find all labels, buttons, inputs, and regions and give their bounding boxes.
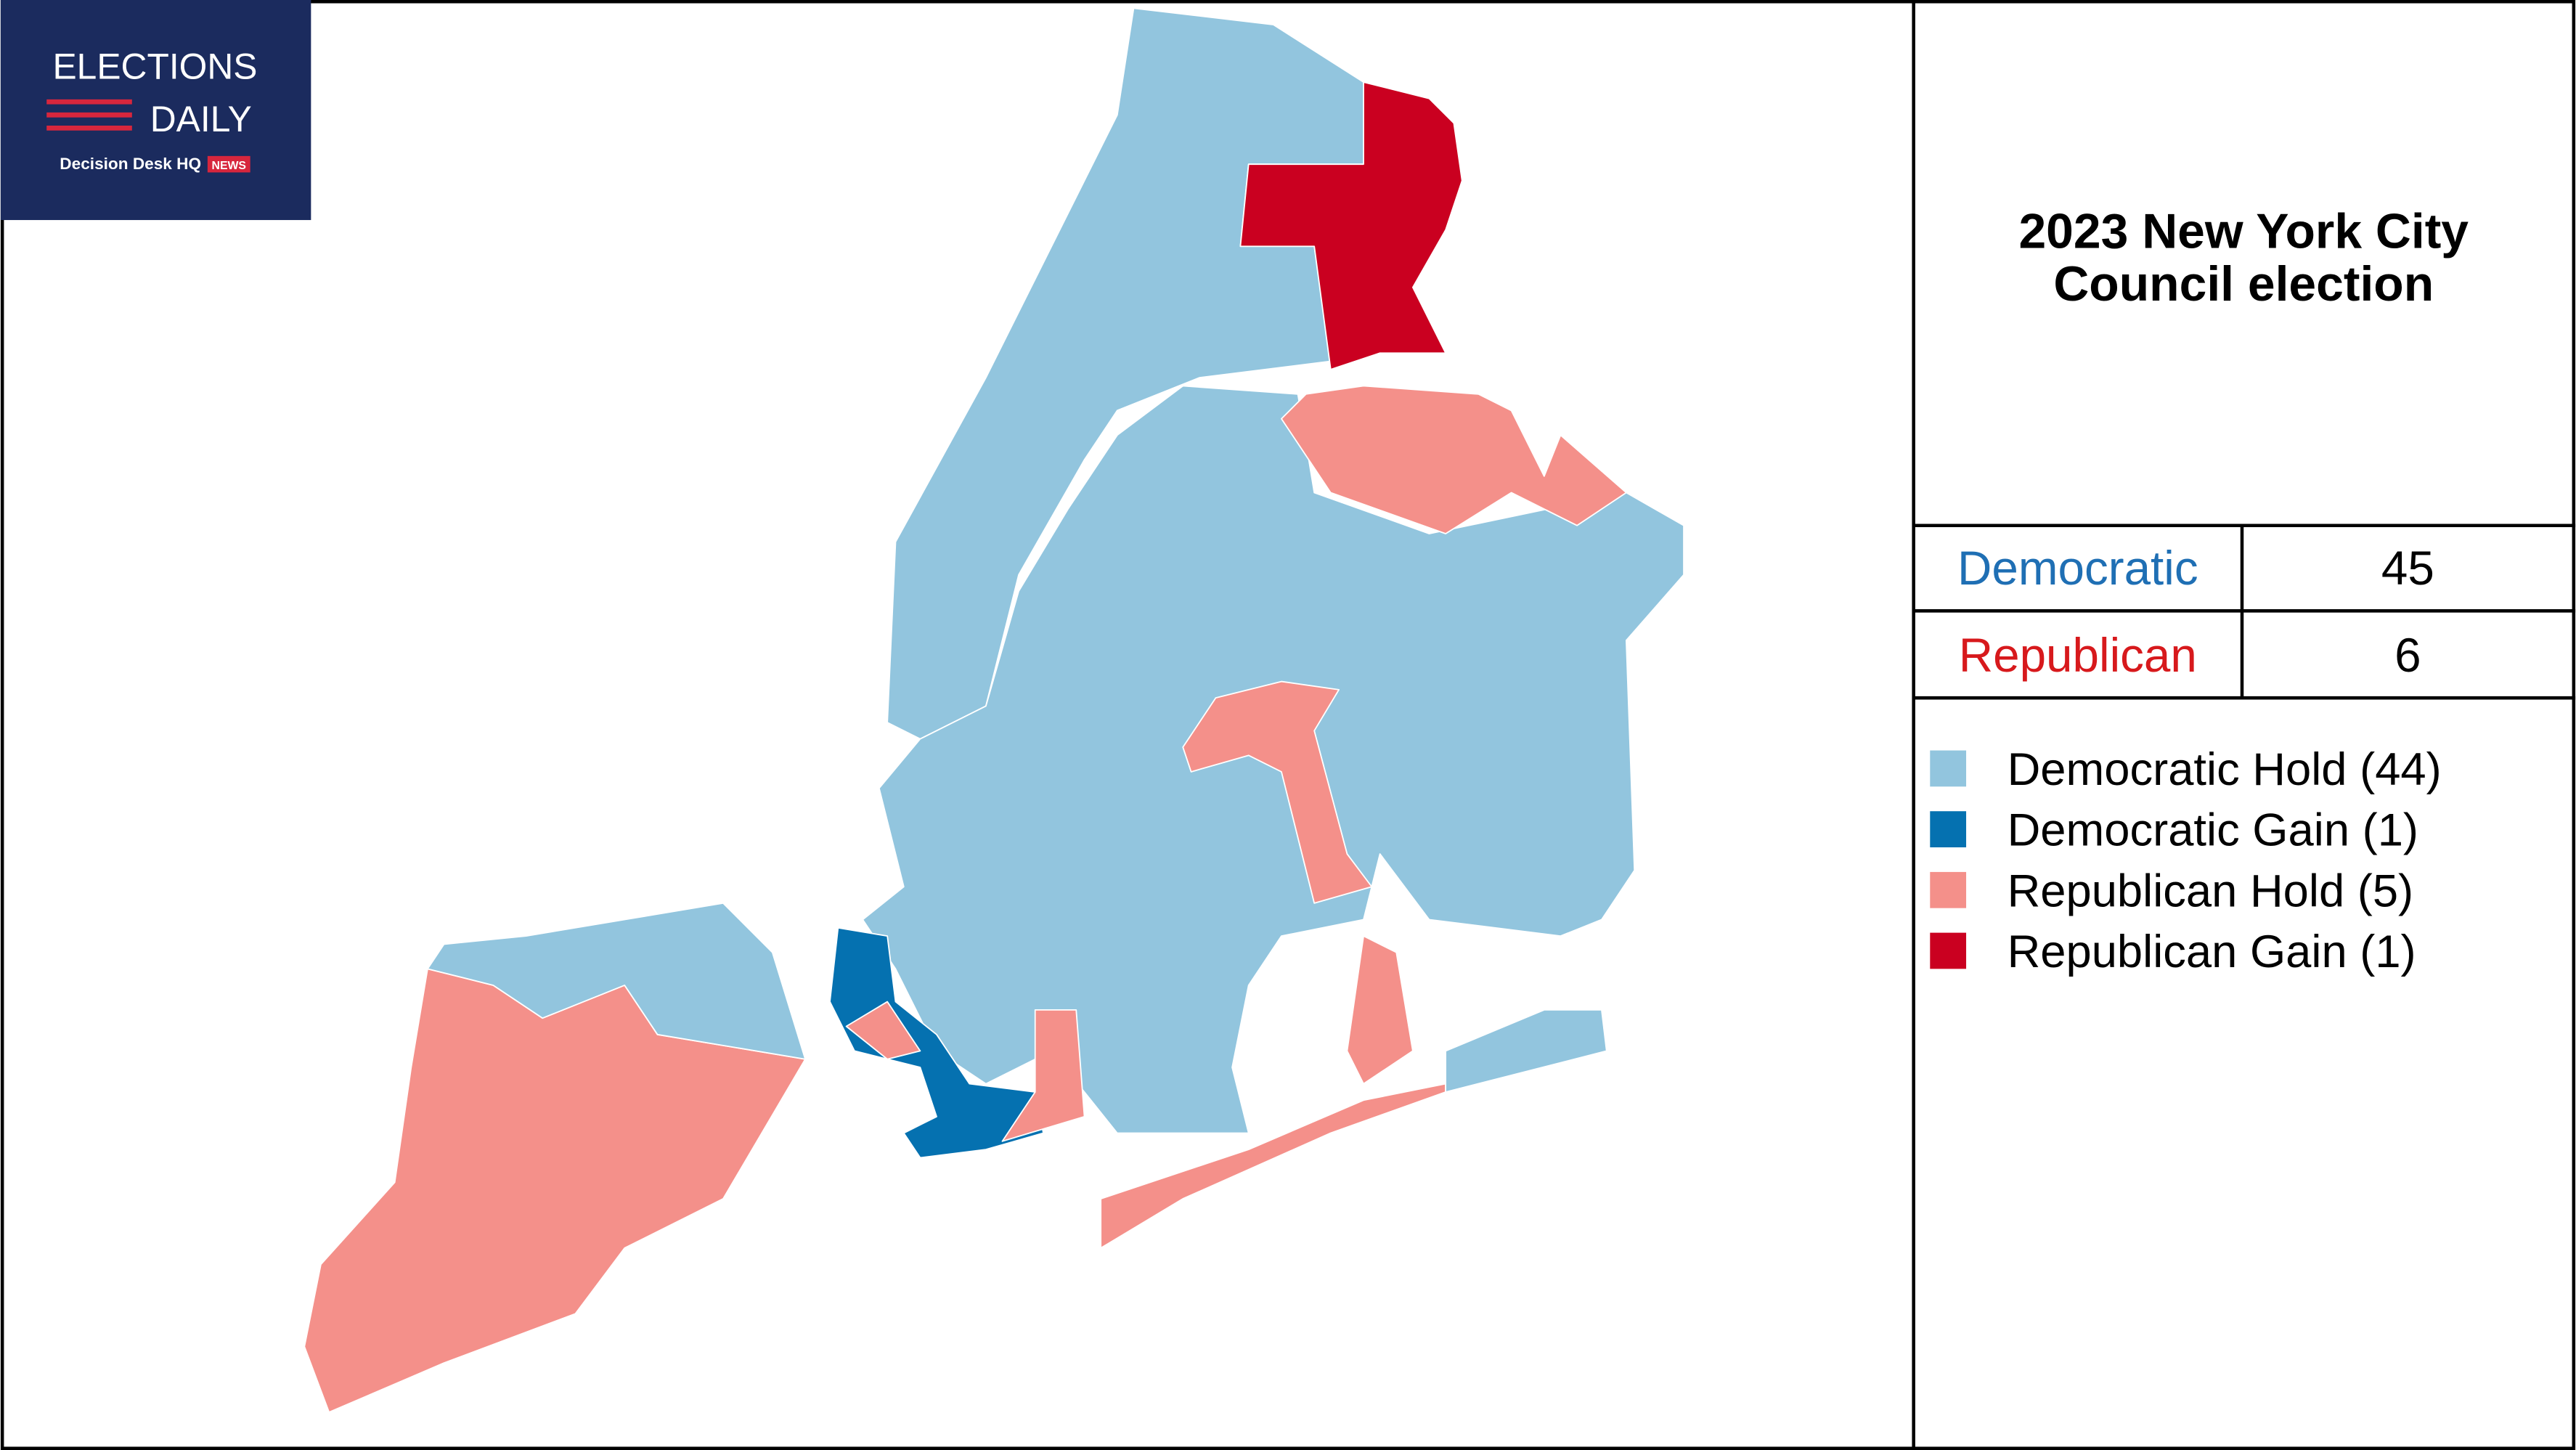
jamaica-bay-rep-hold: [1346, 935, 1414, 1085]
queens-ne-rep-hold: [1281, 385, 1627, 534]
legend-label: Democratic Hold (44): [2008, 744, 2442, 795]
logo-title: ELECTIONS: [52, 46, 257, 87]
title: 2023 New York City: [2018, 205, 2469, 259]
queens-central-rep-hold: [1182, 680, 1373, 904]
logo-background: [0, 0, 311, 221]
brooklyn-rep-hold-west: [845, 1001, 921, 1060]
side-panel: 2023 New York City Council election: [1912, 0, 2576, 1450]
results: Democratic 45 Republican 6 Democratic Hold (…: [1930, 542, 2442, 977]
logo-brand: Decision Desk HQ: [60, 155, 201, 173]
rockaway-dem-hold: [1445, 1009, 1607, 1093]
legend-swatch: [1930, 750, 1967, 787]
logo-badge: [207, 155, 250, 173]
legend-label: Democratic Gain (1): [2008, 805, 2418, 856]
legend-swatch: [1930, 811, 1967, 847]
brooklyn-rep-hold-south: [1001, 1009, 1085, 1142]
logo: ELECTIONS DAILY Decision Desk HQ NEWS: [0, 0, 311, 221]
party-name: Republican: [1959, 629, 2197, 682]
legend-label: Republican Hold (5): [2008, 865, 2414, 916]
legend-swatch: [1930, 932, 1967, 969]
seat-count: 6: [2394, 629, 2421, 682]
logo-subtitle: DAILY: [150, 99, 252, 139]
party-name: Democratic: [1957, 542, 2198, 595]
title: Council election: [2053, 257, 2434, 311]
map: [303, 7, 1684, 1413]
brooklyn-dem-gain: [829, 926, 1044, 1159]
bronx-rep-gain: [1239, 81, 1463, 370]
legend-label: Republican Gain (1): [2008, 926, 2416, 977]
logo-badge-text: NEWS: [212, 160, 246, 172]
seat-count: 45: [2381, 542, 2434, 595]
staten-island-dem-hold: [427, 902, 806, 1060]
legend-swatch: [1930, 871, 1967, 908]
